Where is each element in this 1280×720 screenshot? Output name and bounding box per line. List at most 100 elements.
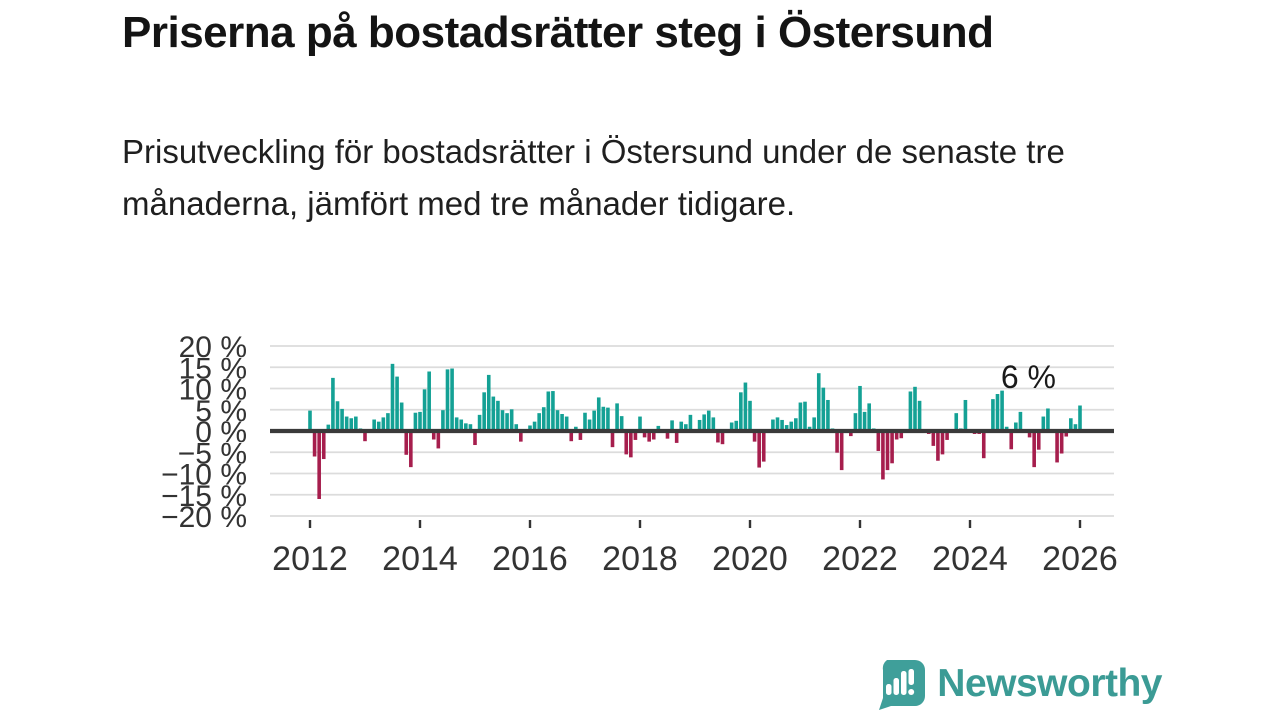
bar: [592, 410, 596, 431]
bar: [1000, 390, 1004, 432]
bar: [1018, 411, 1023, 432]
bar: [670, 420, 674, 432]
bar: [633, 431, 638, 440]
bar: [477, 414, 482, 431]
x-axis-label: 2026: [1042, 540, 1118, 578]
bar: [826, 399, 830, 431]
bar: [1032, 431, 1036, 468]
bar: [363, 431, 367, 442]
newsworthy-logo: Newsworthy: [875, 656, 1162, 712]
bar: [991, 399, 995, 432]
bar: [931, 431, 936, 446]
bar: [390, 363, 395, 431]
bar: [1055, 431, 1059, 463]
bar: [867, 403, 871, 432]
bar: [519, 431, 523, 442]
bar: [784, 425, 789, 431]
bar: [716, 431, 720, 443]
bar: [583, 412, 587, 431]
bar: [720, 431, 725, 445]
bar: [606, 407, 610, 432]
y-axis-label: −10 %: [161, 459, 247, 492]
bar: [615, 403, 619, 432]
bar: [427, 371, 431, 431]
y-axis-label: −15 %: [161, 480, 247, 513]
bar: [587, 419, 592, 431]
bar: [1069, 418, 1073, 431]
bar: [807, 426, 812, 431]
bar: [853, 413, 858, 431]
bar: [963, 399, 968, 431]
bar: [706, 410, 711, 431]
bar: [551, 391, 555, 431]
page-title: Priserna på bostadsrätter steg i Östersu…: [122, 8, 994, 57]
bar: [812, 417, 816, 431]
bar: [894, 431, 899, 440]
bar: [757, 431, 761, 468]
bar: [798, 402, 803, 431]
bar: [794, 418, 798, 431]
bar: [775, 417, 780, 431]
newsworthy-wordmark: Newsworthy: [937, 662, 1162, 705]
bar: [697, 419, 702, 431]
bar: [468, 424, 473, 431]
bar: [908, 391, 913, 432]
bar: [560, 414, 564, 431]
bar: [1009, 431, 1014, 450]
bar: [349, 418, 354, 431]
bar: [482, 392, 486, 431]
price-chart: 20 %15 %10 %5 %0 %−5 %−10 %−15 %−20 % 201…: [161, 331, 1118, 578]
bar: [317, 431, 321, 499]
x-axis-label: 2016: [492, 540, 568, 578]
bar: [945, 431, 949, 440]
bar: [684, 424, 688, 431]
bar: [1014, 422, 1018, 431]
bar: [491, 396, 496, 431]
bar: [917, 400, 922, 431]
bar: [665, 431, 670, 439]
bar: [454, 417, 459, 431]
bar: [803, 401, 807, 432]
bar: [395, 376, 399, 431]
bar: [486, 374, 491, 431]
y-axis-label: 15 %: [179, 352, 247, 385]
bar: [642, 431, 647, 438]
bar: [537, 413, 541, 431]
bar: [445, 369, 450, 432]
bar: [546, 391, 551, 432]
bar: [702, 414, 706, 431]
bar: [656, 425, 661, 431]
bar: [624, 431, 629, 455]
x-axis-label: 2020: [712, 540, 788, 578]
bar: [1059, 431, 1064, 454]
bar: [995, 394, 1000, 431]
bar: [376, 421, 381, 431]
bar: [1064, 431, 1069, 437]
bar: [835, 431, 839, 453]
bar: [331, 377, 335, 432]
x-axis-label: 2012: [272, 540, 348, 578]
bar: [940, 431, 945, 455]
bar: [734, 420, 739, 431]
bar: [413, 412, 418, 431]
bar: [1046, 408, 1050, 431]
bar: [459, 419, 464, 431]
bar: [441, 410, 445, 432]
bar: [619, 416, 624, 432]
bar: [381, 417, 386, 431]
bar: [739, 392, 743, 431]
bar: [321, 431, 326, 460]
y-axis-label: −20 %: [161, 501, 247, 534]
bar: [500, 410, 505, 432]
bar: [509, 409, 514, 431]
bar: [638, 416, 642, 431]
bar: [729, 422, 734, 431]
bar: [839, 431, 844, 471]
bar: [849, 431, 853, 437]
bar: [752, 431, 757, 442]
bar: [881, 431, 885, 480]
bar: [876, 431, 881, 451]
bar: [679, 421, 684, 431]
bar: [431, 431, 436, 440]
y-axis-label: 5 %: [195, 395, 247, 428]
